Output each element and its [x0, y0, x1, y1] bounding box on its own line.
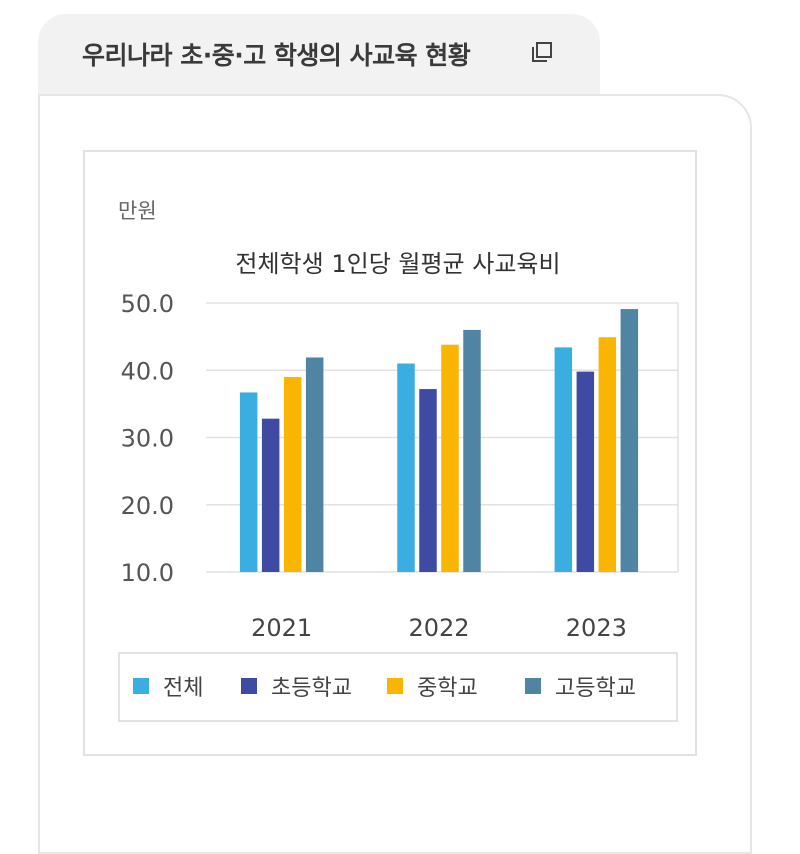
y-tick-label: 30.0 [121, 425, 174, 453]
bar-전체-2021 [239, 392, 258, 572]
legend-swatch [525, 678, 541, 694]
bar-중학교-2021 [283, 376, 302, 572]
x-tick-label: 2023 [566, 614, 627, 642]
y-axis-unit-label: 만원 [118, 199, 157, 223]
bar-전체-2023 [554, 347, 573, 572]
bar-고등학교-2023 [620, 309, 639, 572]
y-tick-label: 40.0 [121, 357, 174, 385]
y-axis-ticks: 10.0 20.0 30.0 40.0 50.0 [121, 290, 174, 587]
y-tick-label: 50.0 [121, 290, 174, 318]
legend-swatch [241, 678, 257, 694]
bar-고등학교-2022 [463, 329, 481, 572]
legend-label: 전체 [163, 676, 203, 701]
chart-title: 전체학생 1인당 월평균 사교육비 [235, 250, 560, 278]
x-tick-label: 2022 [408, 614, 469, 642]
bar-고등학교-2021 [305, 357, 324, 572]
legend-swatch [387, 678, 403, 694]
page-title: 우리나라 초·중·고 학생의 사교육 현황 [82, 41, 471, 70]
bar-chart: 만원 전체학생 1인당 월평균 사교육비 10.0 20.0 30.0 40.0 50.… [118, 199, 679, 701]
bar-초등학교-2021 [261, 418, 280, 572]
bar-중학교-2022 [441, 344, 459, 572]
legend: 전체 초등학교 중학교 고등학교 [133, 676, 636, 701]
legend-swatch [133, 678, 149, 694]
legend-label: 중학교 [417, 676, 478, 701]
bar-전체-2022 [397, 363, 415, 572]
legend-label: 초등학교 [271, 676, 352, 701]
x-tick-label: 2021 [251, 614, 312, 642]
legend-label: 고등학교 [555, 676, 636, 701]
y-tick-label: 10.0 [121, 559, 174, 587]
bar-초등학교-2022 [419, 389, 437, 572]
x-axis-labels: 2021 2022 2023 [251, 614, 627, 642]
bars [239, 309, 639, 572]
bar-중학교-2023 [598, 337, 617, 572]
bar-초등학교-2023 [576, 371, 595, 572]
y-tick-label: 20.0 [121, 492, 174, 520]
copy-icon[interactable] [530, 40, 554, 64]
